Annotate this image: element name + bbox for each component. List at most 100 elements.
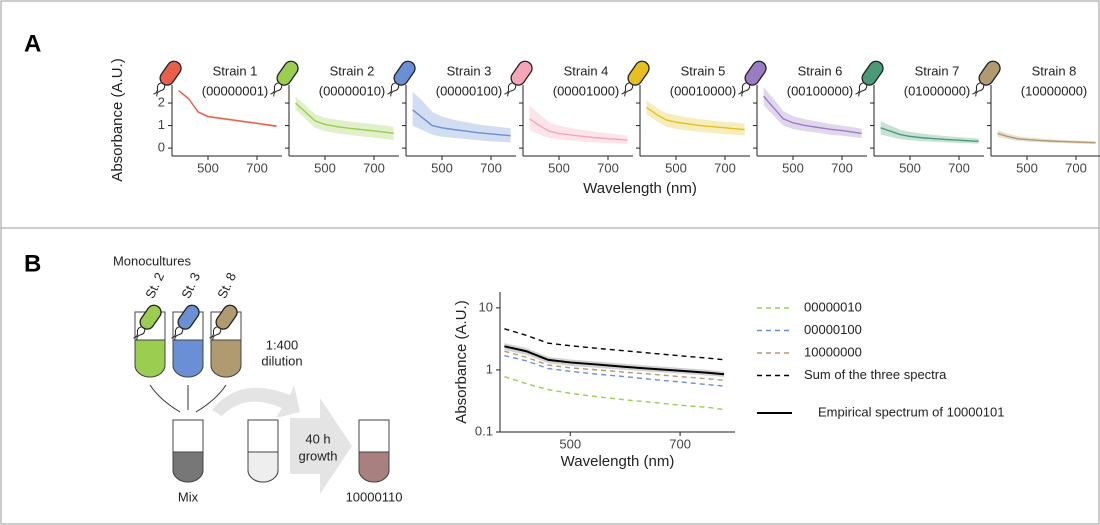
- flagella: [855, 82, 868, 97]
- chart-subtitle: (10000000): [1021, 83, 1088, 98]
- chart-subtitle: (00000001): [202, 83, 269, 98]
- x-tick-label: 700: [246, 160, 268, 175]
- chart-subtitle: (00001000): [553, 83, 620, 98]
- line: [763, 95, 862, 135]
- mix-label: Mix: [178, 489, 199, 504]
- bacterium-body: [139, 304, 162, 330]
- tube-fill: [172, 451, 204, 483]
- chart-subtitle: (00010000): [670, 83, 737, 98]
- x-tick-label: 500: [559, 436, 581, 451]
- band: [412, 91, 511, 143]
- tube-fill: [247, 451, 279, 483]
- x-tick-label: 500: [314, 160, 336, 175]
- bacterium-icon: [171, 304, 200, 341]
- y-tick-label: 0: [158, 140, 165, 155]
- chart-title: Strain 3: [447, 63, 492, 78]
- legend-label: Empirical spectrum of 10000101: [818, 404, 1004, 419]
- arrow: [195, 384, 227, 413]
- monocultures-label: Monocultures: [113, 253, 192, 268]
- x-axis-label: Wavelength (nm): [561, 453, 675, 470]
- flagella: [209, 326, 222, 341]
- chart-title: Strain 1: [213, 63, 258, 78]
- band: [295, 96, 394, 141]
- line: [504, 328, 725, 361]
- band: [880, 121, 979, 144]
- chart-subtitle: (00100000): [787, 83, 854, 98]
- bacterium-body: [744, 60, 767, 86]
- line: [412, 109, 511, 137]
- flagella: [972, 82, 985, 97]
- bacterium-body: [627, 60, 650, 86]
- result-label: 10000110: [346, 489, 403, 504]
- growth-label: growth: [298, 448, 337, 463]
- bacterium-body: [215, 304, 238, 330]
- bacterium-icon: [855, 60, 884, 97]
- line: [504, 354, 725, 387]
- line: [529, 118, 628, 141]
- y-tick-label: 2: [158, 94, 165, 109]
- tube-fill: [134, 339, 166, 378]
- line: [504, 375, 725, 411]
- x-tick-label: 700: [948, 160, 970, 175]
- line: [295, 102, 394, 135]
- x-tick-label: 700: [480, 160, 502, 175]
- x-tick-label: 700: [1065, 160, 1087, 175]
- chart-title: Strain 8: [1032, 63, 1077, 78]
- chart-title: Strain 5: [681, 63, 726, 78]
- line: [997, 132, 1096, 144]
- panel-label: A: [24, 30, 41, 57]
- panel-label: B: [24, 250, 41, 277]
- x-tick-label: 500: [197, 160, 219, 175]
- arrow: [149, 384, 181, 413]
- flagella: [738, 82, 751, 97]
- bacterium-icon: [153, 60, 182, 97]
- x-tick-label: 500: [1016, 160, 1038, 175]
- chart-subtitle: (01000000): [904, 83, 971, 98]
- band: [763, 87, 862, 139]
- line: [504, 345, 725, 376]
- x-tick-label: 500: [899, 160, 921, 175]
- x-tick-label: 500: [548, 160, 570, 175]
- chart-title: Strain 6: [798, 63, 843, 78]
- growth-arrow: [290, 398, 352, 494]
- legend-label: Sum of the three spectra: [804, 367, 947, 382]
- bacterium-icon: [738, 60, 767, 97]
- band: [504, 343, 725, 377]
- bacterium-icon: [270, 60, 299, 97]
- y-axis-label: Absorbance (A.U.): [453, 300, 470, 423]
- chart-title: Strain 4: [564, 63, 609, 78]
- x-tick-label: 700: [669, 436, 691, 451]
- flagella: [621, 82, 634, 97]
- tube-fill: [172, 339, 204, 378]
- legend-label: 00000010: [804, 299, 862, 314]
- x-tick-label: 700: [363, 160, 385, 175]
- line: [646, 106, 745, 131]
- line: [880, 127, 979, 143]
- bacterium-body: [861, 60, 884, 86]
- growth-label: 40 h: [305, 431, 330, 446]
- bacterium-icon: [387, 60, 416, 97]
- x-tick-label: 700: [714, 160, 736, 175]
- flagella: [171, 326, 184, 341]
- chart-title: Strain 2: [330, 63, 375, 78]
- bacterium-icon: [133, 304, 162, 341]
- tube-fill: [210, 339, 242, 378]
- x-tick-label: 700: [597, 160, 619, 175]
- band: [529, 105, 628, 145]
- x-tick-label: 500: [665, 160, 687, 175]
- dilution-arrow: [212, 385, 300, 418]
- flagella: [153, 82, 166, 97]
- y-tick-label: 1: [486, 361, 493, 376]
- flagella: [270, 82, 283, 97]
- bacterium-icon: [504, 60, 533, 97]
- bacterium-body: [978, 60, 1001, 86]
- x-tick-label: 500: [782, 160, 804, 175]
- bacterium-body: [393, 60, 416, 86]
- flagella: [133, 326, 146, 341]
- bacterium-icon: [972, 60, 1001, 97]
- flagella: [387, 82, 400, 97]
- legend-label: 00000100: [804, 322, 862, 337]
- bacterium-body: [177, 304, 200, 330]
- bacterium-body: [276, 60, 299, 86]
